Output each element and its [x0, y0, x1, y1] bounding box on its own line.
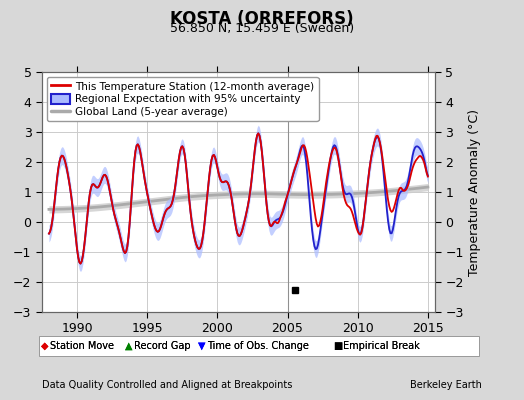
Text: Berkeley Earth: Berkeley Earth [410, 380, 482, 390]
Text: Time of Obs. Change: Time of Obs. Change [207, 341, 309, 351]
Text: ▲: ▲ [125, 341, 132, 351]
Text: Data Quality Controlled and Aligned at Breakpoints: Data Quality Controlled and Aligned at B… [42, 380, 292, 390]
Text: KOSTA (ORREFORS): KOSTA (ORREFORS) [170, 10, 354, 28]
Text: ▼: ▼ [198, 341, 205, 351]
Text: Station Move: Station Move [50, 341, 114, 351]
Text: ◆: ◆ [41, 341, 48, 351]
Text: Record Gap: Record Gap [134, 341, 190, 351]
Text: Record Gap: Record Gap [134, 341, 190, 351]
Text: ▼: ▼ [198, 341, 205, 351]
Text: ■: ■ [333, 341, 343, 351]
Legend: This Temperature Station (12-month average), Regional Expectation with 95% uncer: This Temperature Station (12-month avera… [47, 77, 319, 122]
Text: Empirical Break: Empirical Break [343, 341, 420, 351]
Text: ■: ■ [333, 341, 343, 351]
Text: ▲: ▲ [125, 341, 132, 351]
Y-axis label: Temperature Anomaly (°C): Temperature Anomaly (°C) [468, 108, 481, 276]
Text: Empirical Break: Empirical Break [343, 341, 420, 351]
Text: ◆: ◆ [41, 341, 48, 351]
Text: Station Move: Station Move [50, 341, 114, 351]
Text: 56.850 N, 15.459 E (Sweden): 56.850 N, 15.459 E (Sweden) [170, 22, 354, 35]
Text: Time of Obs. Change: Time of Obs. Change [207, 341, 309, 351]
